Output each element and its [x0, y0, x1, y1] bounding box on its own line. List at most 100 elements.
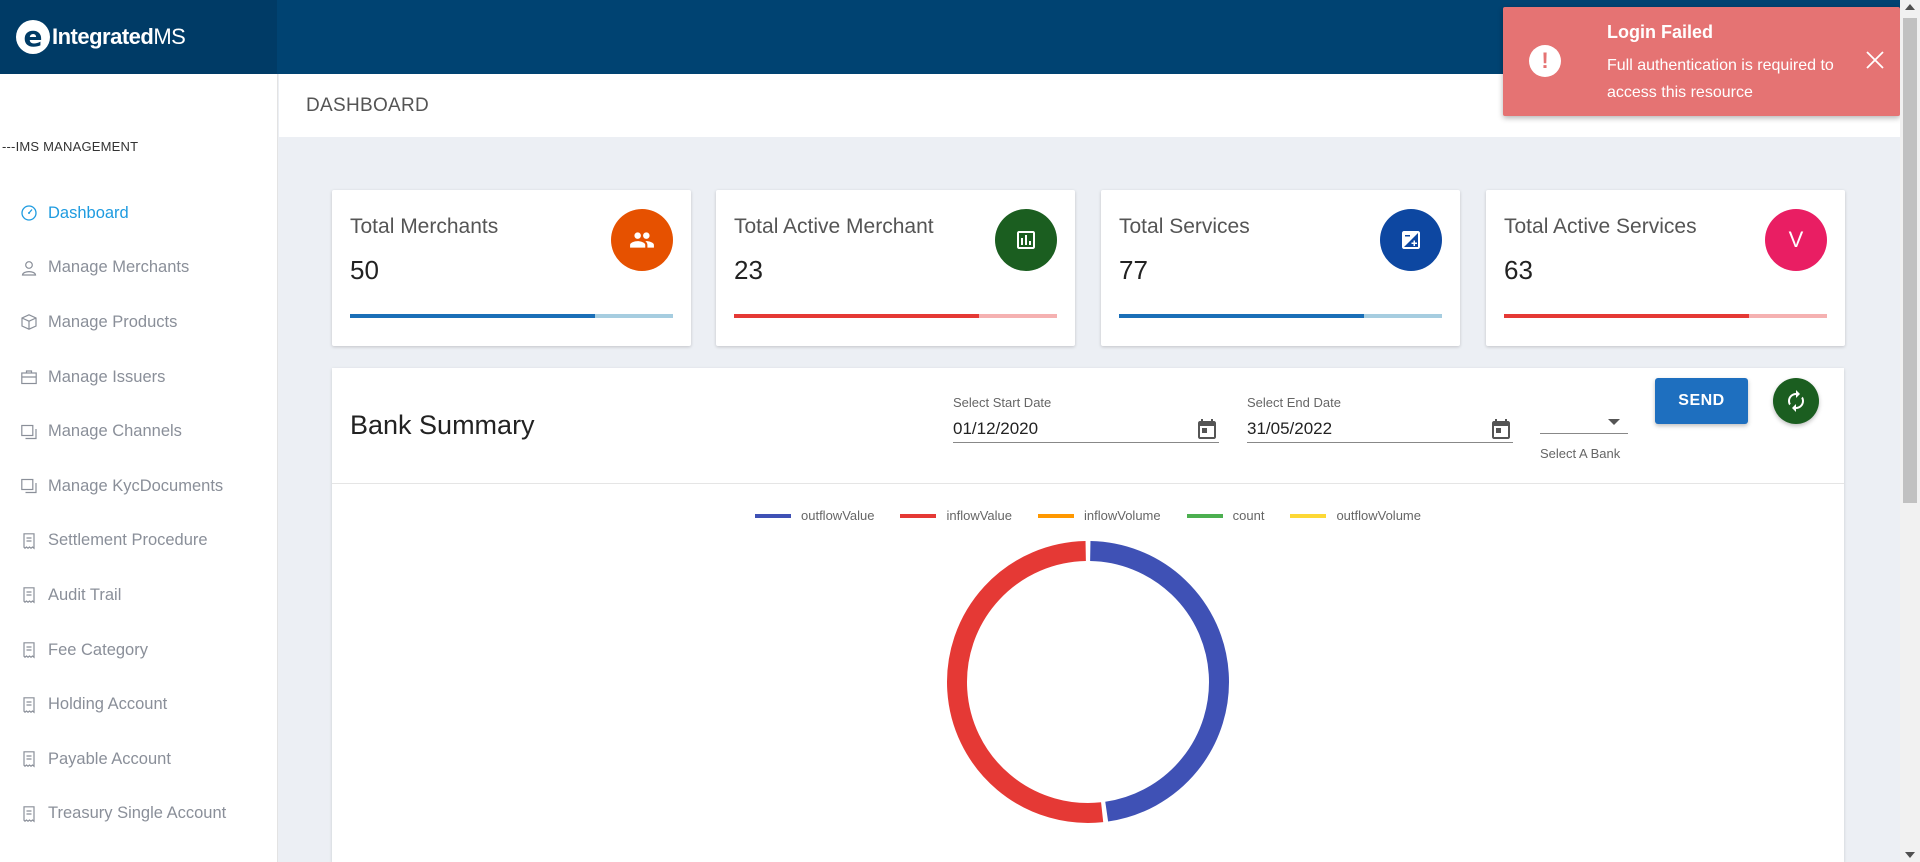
card-progress-track: [979, 314, 1057, 318]
legend-label: count: [1232, 508, 1265, 523]
sidebar-item-label: Manage Channels: [48, 422, 182, 441]
legend-item[interactable]: outflowVolume: [1290, 508, 1421, 523]
card-badge: [995, 209, 1057, 271]
donut-slice-outflowValue[interactable]: [1090, 541, 1229, 822]
receipt-icon: [20, 586, 38, 604]
dashboard-icon: [20, 204, 38, 222]
sidebar-item-audit-trail[interactable]: Audit Trail: [0, 568, 278, 623]
donut-slice-inflowValue[interactable]: [947, 541, 1104, 823]
calendar-icon[interactable]: [1195, 417, 1219, 441]
refresh-button[interactable]: [1773, 378, 1819, 424]
end-date-field[interactable]: Select End Date 31/05/2022: [1247, 395, 1513, 443]
legend-item[interactable]: inflowValue: [900, 508, 1012, 523]
card-value: 50: [350, 255, 379, 285]
card-title: Total Active Merchant: [734, 215, 934, 238]
legend-item[interactable]: inflowVolume: [1038, 508, 1161, 523]
bank-select[interactable]: [1540, 411, 1628, 434]
card-badge: V: [1765, 209, 1827, 271]
card-progress-bar: [734, 314, 1057, 318]
card-progress-bar: [1504, 314, 1827, 318]
legend-item[interactable]: outflowValue: [755, 508, 874, 523]
card-value: 23: [734, 255, 763, 285]
receipt-icon: [20, 805, 38, 823]
card-progress-track: [595, 314, 673, 318]
card-title: Total Services: [1119, 215, 1250, 238]
card-progress-fill: [350, 314, 596, 318]
stat-card: Total Services 77: [1101, 190, 1460, 346]
card-progress-track: [1749, 314, 1827, 318]
end-date-label: Select End Date: [1247, 395, 1341, 410]
user-icon: [20, 259, 38, 277]
end-date-input[interactable]: 31/05/2022: [1247, 416, 1513, 443]
copy-icon: [20, 477, 38, 495]
sidebar-item-label: Fee Category: [48, 640, 148, 659]
chart-legend: outflowValue inflowValue inflowVolume count…: [332, 508, 1844, 523]
legend-label: outflowValue: [801, 508, 875, 523]
sidebar-nav: Dashboard Manage Merchants Manage Products…: [0, 186, 278, 841]
sidebar-item-payable-account[interactable]: Payable Account: [0, 732, 278, 787]
card-value: 77: [1119, 255, 1148, 285]
sidebar-item-label: Audit Trail: [48, 585, 122, 604]
badge-letter: V: [1788, 227, 1804, 252]
legend-item[interactable]: count: [1186, 508, 1265, 523]
card-title: Total Merchants: [350, 215, 499, 238]
sidebar-item-manage-kycdocuments[interactable]: Manage KycDocuments: [0, 459, 278, 514]
sidebar-item-manage-products[interactable]: Manage Products: [0, 295, 278, 350]
copy-icon: [20, 423, 38, 441]
scroll-up-arrow-icon[interactable]: [1905, 4, 1915, 10]
error-icon: !: [1529, 45, 1561, 77]
sidebar-item-settlement-procedure[interactable]: Settlement Procedure: [0, 514, 278, 569]
sidebar-item-label: Manage Issuers: [48, 367, 166, 386]
sidebar-item-label: Treasury Single Account: [48, 804, 227, 823]
receipt-icon: [20, 696, 38, 714]
toast-message: Full authentication is required to acces…: [1607, 57, 1834, 101]
sidebar-item-treasury-single-account[interactable]: Treasury Single Account: [0, 787, 278, 842]
sidebar-item-label: Holding Account: [48, 695, 168, 714]
sidebar-item-manage-issuers[interactable]: Manage Issuers: [0, 350, 278, 405]
scrollbar-thumb[interactable]: [1903, 18, 1917, 503]
stat-card: Total Active Merchant 23: [716, 190, 1075, 346]
sidebar-item-manage-merchants[interactable]: Manage Merchants: [0, 241, 278, 296]
legend-swatch: [1290, 513, 1327, 518]
card-progress-fill: [1504, 314, 1750, 318]
logo-text: IntegratedMS: [52, 24, 186, 49]
card-title: Total Active Services: [1504, 215, 1697, 238]
stat-card: Total Active Services 63 V: [1486, 190, 1845, 346]
logo-mark-icon: e: [16, 20, 50, 54]
close-icon[interactable]: [1862, 47, 1888, 73]
sidebar-item-label: Settlement Procedure: [48, 531, 208, 550]
bank-summary-chart: [332, 538, 1844, 862]
toast-title: Login Failed: [1607, 22, 1713, 42]
receipt-icon: [20, 641, 38, 659]
end-date-value: 31/05/2022: [1247, 419, 1333, 438]
legend-swatch: [900, 513, 937, 518]
card-progress-bar: [1119, 314, 1442, 318]
receipt-icon: [20, 750, 38, 768]
bank-summary-header: Bank Summary Select Start Date 01/12/202…: [332, 368, 1844, 484]
scroll-down-arrow-icon[interactable]: [1905, 852, 1915, 858]
card-progress-track: [1364, 314, 1442, 318]
start-date-field[interactable]: Select Start Date 01/12/2020: [953, 395, 1219, 443]
sidebar: ---IMS MANAGEMENT Dashboard Manage Mercha…: [0, 74, 278, 862]
sidebar-item-holding-account[interactable]: Holding Account: [0, 677, 278, 732]
sidebar-item-label: Payable Account: [48, 749, 171, 768]
card-progress-fill: [1119, 314, 1365, 318]
sidebar-item-fee-category[interactable]: Fee Category: [0, 623, 278, 678]
card-badge: [611, 209, 673, 271]
send-button[interactable]: SEND: [1655, 378, 1748, 424]
chart-box-icon: [1014, 228, 1038, 252]
calendar-icon[interactable]: [1489, 417, 1513, 441]
logo[interactable]: e IntegratedMS: [0, 0, 277, 74]
sidebar-item-dashboard[interactable]: Dashboard: [0, 186, 278, 241]
card-progress-bar: [350, 314, 673, 318]
plus-minus-box-icon: [1399, 228, 1423, 252]
legend-swatch: [1038, 513, 1075, 518]
start-date-input[interactable]: 01/12/2020: [953, 416, 1219, 443]
legend-swatch: [1186, 513, 1223, 518]
sidebar-item-manage-channels[interactable]: Manage Channels: [0, 404, 278, 459]
sidebar-heading: ---IMS MANAGEMENT: [2, 139, 139, 154]
legend-swatch: [755, 513, 791, 518]
scrollbar[interactable]: [1900, 0, 1920, 862]
card-badge: [1380, 209, 1442, 271]
chevron-down-icon: [1608, 419, 1620, 425]
